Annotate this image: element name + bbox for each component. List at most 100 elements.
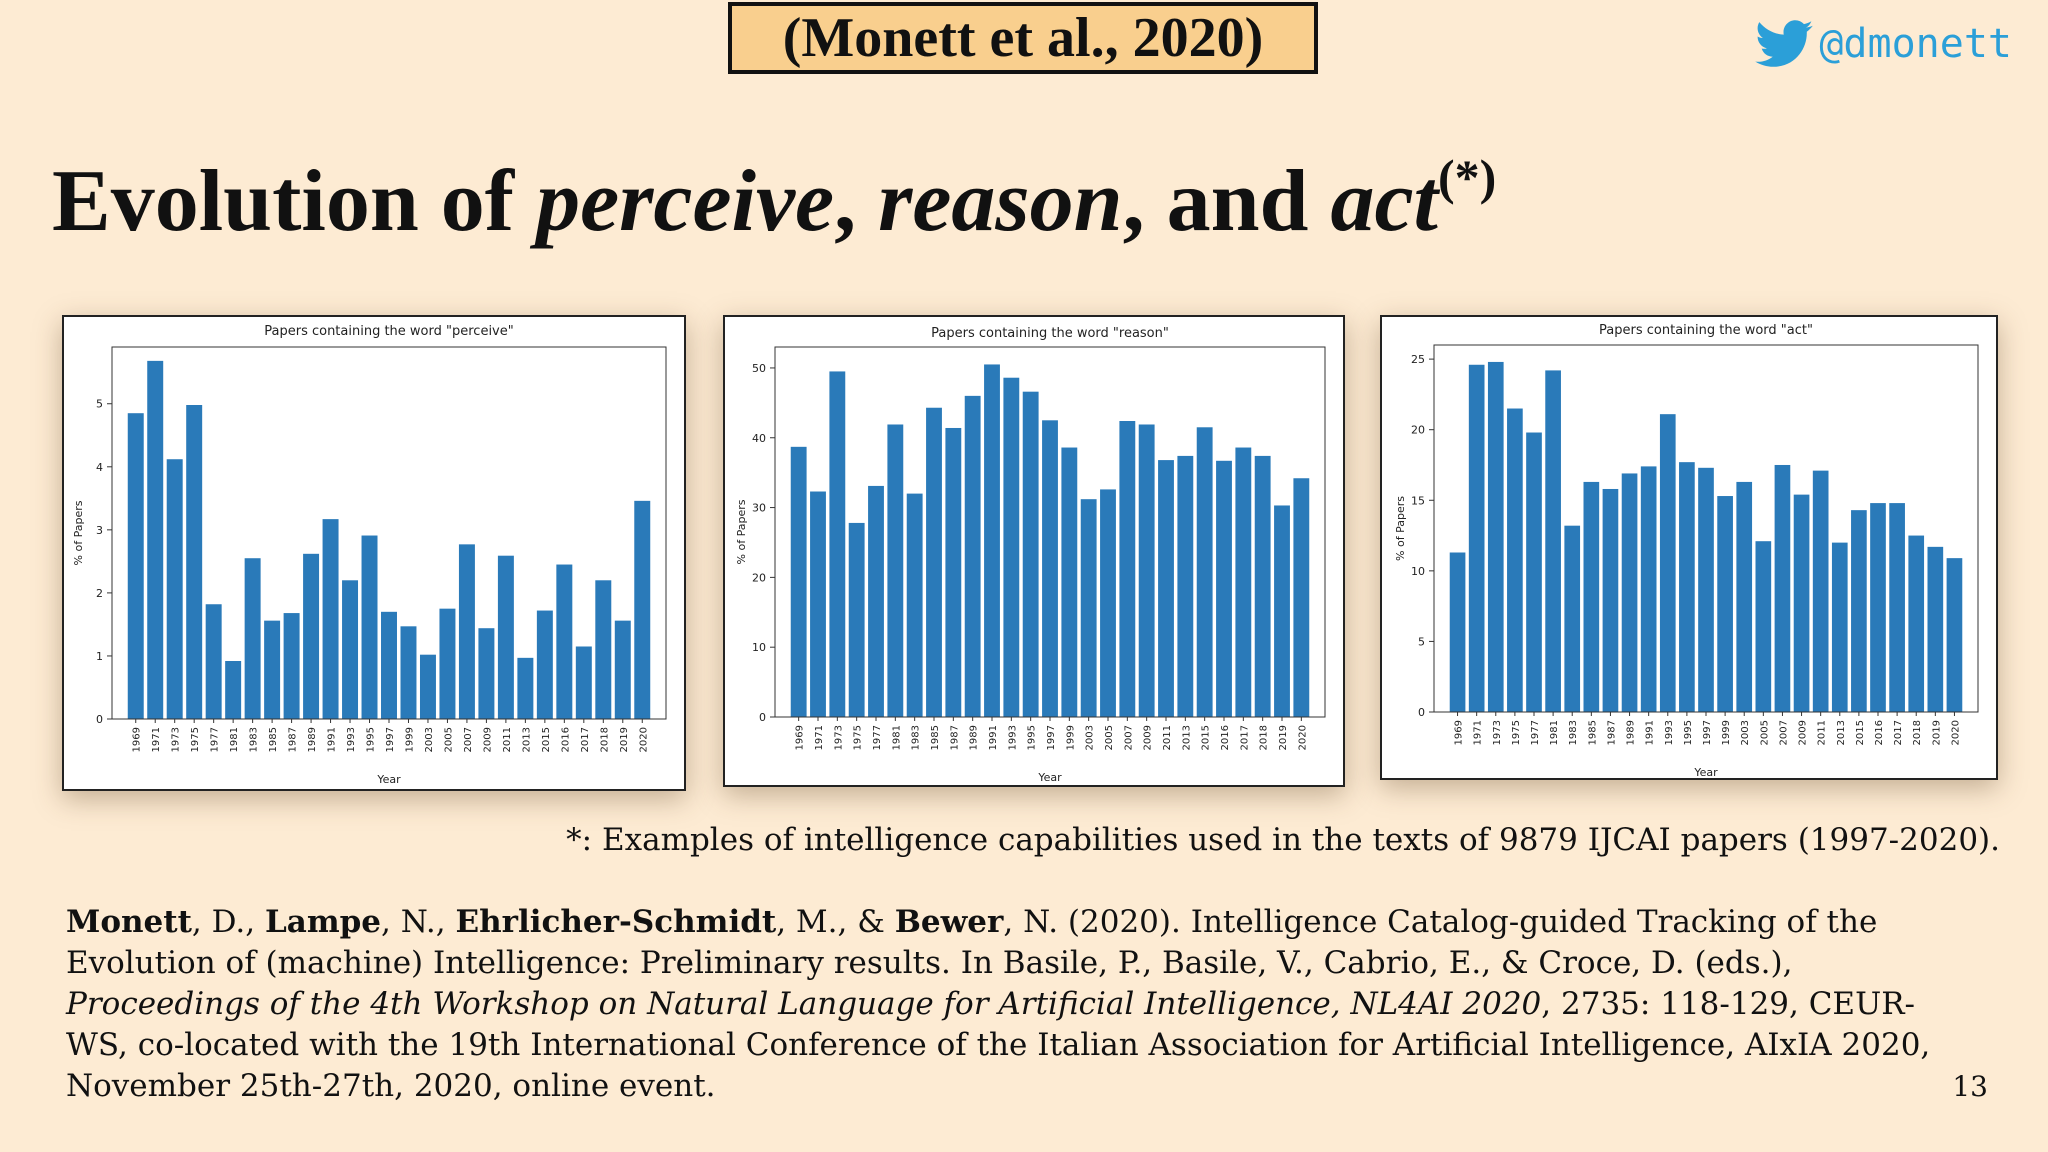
- bar-1975: [186, 405, 203, 719]
- y-tick-label: 10: [1411, 565, 1425, 578]
- y-tick-label: 10: [752, 641, 766, 654]
- x-tick-label: 1969: [1454, 720, 1465, 745]
- bar-1977: [868, 485, 884, 717]
- bar-2005: [1755, 541, 1772, 712]
- bar-1991: [984, 364, 1000, 717]
- x-tick-label: 1999: [404, 727, 415, 752]
- bar-2013: [517, 657, 534, 719]
- x-tick-label: 1985: [268, 727, 279, 752]
- bar-2016: [1216, 460, 1232, 717]
- x-tick-label: 2013: [1836, 720, 1847, 745]
- x-tick-label: 1977: [1530, 720, 1541, 745]
- x-tick-label: 1999: [1721, 720, 1732, 745]
- chart-perceive: Papers containing the word "perceive" 0 1 2…: [62, 315, 686, 791]
- x-tick-label: 2018: [1912, 720, 1923, 745]
- bar-1983: [906, 493, 923, 717]
- x-tick-label: 2013: [521, 727, 532, 752]
- bar-1995: [1022, 391, 1039, 717]
- y-tick-label: 5: [1418, 635, 1425, 648]
- citation-text: (Monett et al., 2020): [782, 7, 1264, 69]
- x-tick-label: 1999: [1065, 725, 1076, 750]
- x-tick-label: 1971: [814, 725, 825, 750]
- x-tick-label: 2016: [560, 727, 571, 752]
- chart-reason-svg: Papers containing the word "reason" 0 10 20…: [735, 326, 1326, 784]
- page-number: 13: [1952, 1070, 1988, 1103]
- y-tick-label: 20: [752, 571, 766, 584]
- x-tick-label: 1985: [930, 725, 941, 750]
- bar-2011: [1158, 460, 1174, 717]
- y-axis-label: % of Papers: [1394, 496, 1407, 561]
- x-tick-label: 2020: [638, 727, 649, 752]
- bar-2020: [1293, 478, 1310, 717]
- bar-1995: [361, 535, 378, 719]
- x-tick-label: 1977: [872, 725, 883, 750]
- bar-1985: [264, 620, 281, 719]
- x-tick-label: 2017: [580, 727, 591, 752]
- bar-1993: [1003, 377, 1020, 717]
- x-tick-label: 1989: [969, 725, 980, 750]
- chart-act: Papers containing the word "act" 0 5 10 15 20…: [1380, 315, 1998, 780]
- bar-1985: [926, 407, 942, 717]
- bar-2018: [1254, 455, 1271, 717]
- x-tick-label: 2018: [1259, 725, 1270, 750]
- x-tick-label: 2017: [1893, 720, 1904, 745]
- x-tick-label: 1969: [132, 727, 143, 752]
- x-tick-label: 2005: [443, 727, 454, 752]
- x-tick-label: 1983: [1568, 720, 1579, 745]
- x-tick-label: 1971: [1473, 720, 1484, 745]
- reference-citation: Monett, D., Lampe, N., Ehrlicher-Schmidt…: [66, 902, 1936, 1107]
- bar-2015: [1196, 427, 1213, 717]
- y-tick-label: 15: [1411, 494, 1425, 507]
- twitter-handle[interactable]: @dmonett: [1755, 14, 2012, 74]
- title-perceive: perceive: [536, 153, 835, 250]
- x-tick-label: 1981: [1549, 720, 1560, 745]
- bar-2007: [1774, 464, 1791, 712]
- bar-2003: [1080, 499, 1097, 717]
- x-tick-label: 2007: [463, 727, 474, 752]
- x-tick-label: 1977: [210, 727, 221, 752]
- chart-act-svg: Papers containing the word "act" 0 5 10 15 20…: [1394, 323, 1979, 778]
- chart-title: Papers containing the word "act": [1599, 323, 1813, 338]
- bar-1997: [1042, 420, 1058, 717]
- x-tick-label: 2011: [1162, 725, 1173, 750]
- y-tick-label: 1: [96, 650, 103, 663]
- bar-2019: [1927, 546, 1944, 712]
- y-axis-label: % of Papers: [735, 499, 748, 564]
- x-tick-label: 2009: [1143, 725, 1154, 750]
- x-tick-label: 1993: [346, 727, 357, 752]
- x-tick-label: 2005: [1759, 720, 1770, 745]
- bar-2003: [1736, 481, 1753, 712]
- bar-2018: [1908, 535, 1925, 712]
- ref-text-4: , N. (2020). Intelligence Catalog-guided…: [66, 904, 1878, 981]
- x-tick-label: 2011: [502, 727, 513, 752]
- bar-1995: [1679, 462, 1695, 712]
- bar-1991: [322, 519, 339, 719]
- y-tick-label: 2: [96, 587, 103, 600]
- x-tick-label: 1983: [911, 725, 922, 750]
- x-tick-label: 1991: [988, 725, 999, 750]
- x-tick-label: 2003: [1740, 720, 1751, 745]
- x-tick-label: 1991: [1645, 720, 1656, 745]
- x-tick-label: 1987: [949, 725, 960, 750]
- bar-1983: [244, 558, 261, 719]
- x-axis-label: Year: [376, 773, 401, 786]
- y-tick-label: 30: [752, 502, 766, 515]
- bar-2018: [595, 580, 612, 719]
- x-tick-label: 1985: [1587, 720, 1598, 745]
- x-tick-label: 1971: [151, 727, 162, 752]
- bar-2007: [1119, 421, 1136, 717]
- bar-1969: [127, 413, 144, 719]
- title-sep2: , and: [1122, 153, 1331, 250]
- bar-2017: [575, 646, 592, 719]
- bar-2016: [556, 564, 573, 719]
- x-tick-label: 2007: [1778, 720, 1789, 745]
- x-tick-label: 2013: [1181, 725, 1192, 750]
- twitter-bird-icon: [1755, 20, 1814, 67]
- bar-2005: [1100, 489, 1116, 717]
- y-tick-label: 50: [752, 362, 766, 375]
- x-tick-label: 2005: [1104, 725, 1115, 750]
- ref-venue: Proceedings of the 4th Workshop on Natur…: [66, 986, 1542, 1022]
- bar-2017: [1235, 447, 1252, 717]
- x-tick-label: 2011: [1817, 720, 1828, 745]
- x-tick-label: 2003: [424, 727, 435, 752]
